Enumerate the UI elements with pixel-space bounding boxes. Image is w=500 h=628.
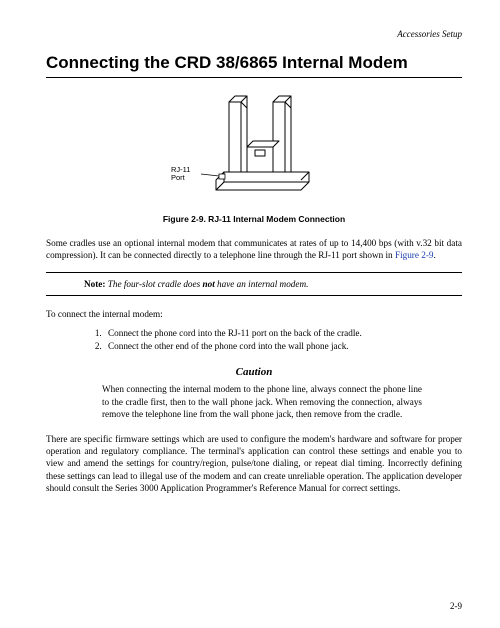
- figure-caption: Figure 2-9. RJ-11 Internal Modem Connect…: [46, 214, 462, 225]
- steps-lead-in: To connect the internal modem:: [46, 308, 462, 320]
- note-block: Note: The four-slot cradle does not have…: [46, 272, 462, 296]
- figure-reference-link[interactable]: Figure 2-9: [395, 250, 434, 260]
- intro-text-b: .: [433, 250, 435, 260]
- firmware-paragraph: There are specific firmware settings whi…: [46, 433, 462, 495]
- step-item: Connect the other end of the phone cord …: [104, 340, 462, 352]
- figure-container: RJ-11 Port: [46, 92, 462, 205]
- note-strong: not: [202, 279, 214, 289]
- modem-cradle-illustration: RJ-11 Port: [169, 92, 339, 202]
- caution-heading: Caution: [46, 365, 462, 380]
- steps-list: Connect the phone cord into the RJ-11 po…: [46, 327, 462, 353]
- page-title: Connecting the CRD 38/6865 Internal Mode…: [46, 52, 462, 75]
- note-pre: The four-slot cradle does: [108, 279, 203, 289]
- svg-text:Port: Port: [171, 173, 186, 182]
- caution-body: When connecting the internal modem to th…: [46, 383, 462, 420]
- title-rule: [46, 77, 462, 78]
- note-label: Note:: [84, 279, 105, 289]
- step-item: Connect the phone cord into the RJ-11 po…: [104, 327, 462, 339]
- note-post: have an internal modem.: [215, 279, 309, 289]
- page-number: 2-9: [450, 600, 462, 612]
- intro-paragraph: Some cradles use an optional internal mo…: [46, 237, 462, 262]
- context-header: Accessories Setup: [46, 28, 462, 40]
